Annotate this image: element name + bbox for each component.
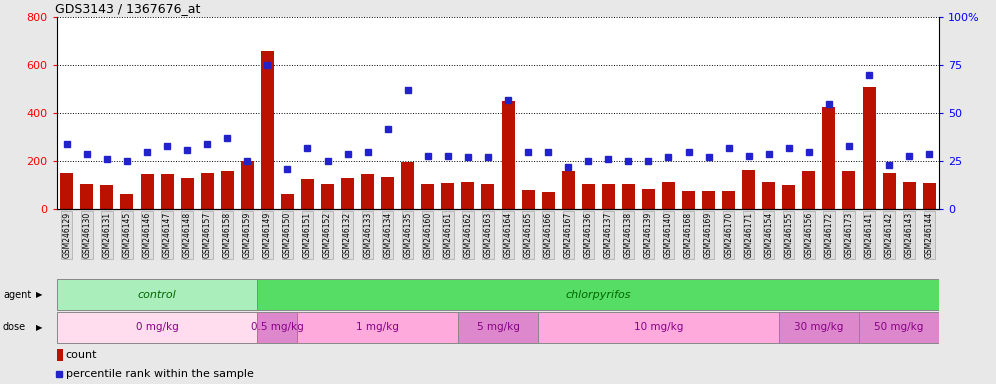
Bar: [522, 190, 535, 209]
Bar: [682, 191, 695, 209]
Bar: [61, 173, 74, 209]
Bar: [902, 182, 915, 209]
Bar: [863, 87, 875, 209]
Bar: [542, 192, 555, 209]
Bar: [441, 183, 454, 209]
Bar: [57, 349, 63, 361]
Bar: [782, 185, 796, 209]
Bar: [81, 184, 94, 209]
Text: 0 mg/kg: 0 mg/kg: [135, 322, 178, 333]
Text: chlorpyrifos: chlorpyrifos: [566, 290, 631, 300]
Bar: [823, 107, 836, 209]
Bar: [121, 194, 133, 209]
Bar: [803, 171, 816, 209]
Bar: [57, 279, 257, 310]
Text: percentile rank within the sample: percentile rank within the sample: [66, 369, 253, 379]
Text: 10 mg/kg: 10 mg/kg: [633, 322, 683, 333]
Bar: [458, 312, 538, 343]
Bar: [762, 182, 775, 209]
Text: 1 mg/kg: 1 mg/kg: [357, 322, 399, 333]
Bar: [602, 184, 615, 209]
Bar: [481, 184, 494, 209]
Bar: [257, 279, 939, 310]
Bar: [321, 184, 334, 209]
Bar: [421, 184, 434, 209]
Bar: [140, 174, 153, 209]
Bar: [257, 312, 298, 343]
Text: count: count: [66, 350, 97, 360]
Bar: [882, 173, 895, 209]
Text: 0.5 mg/kg: 0.5 mg/kg: [251, 322, 304, 333]
Bar: [662, 182, 675, 209]
Bar: [301, 179, 314, 209]
Bar: [502, 101, 515, 209]
Text: ▶: ▶: [36, 290, 43, 299]
Bar: [101, 185, 114, 209]
Text: GDS3143 / 1367676_at: GDS3143 / 1367676_at: [55, 2, 200, 15]
Bar: [582, 184, 595, 209]
Bar: [180, 178, 193, 209]
Bar: [538, 312, 779, 343]
Bar: [859, 312, 939, 343]
Text: 50 mg/kg: 50 mg/kg: [874, 322, 924, 333]
Bar: [281, 194, 294, 209]
Text: control: control: [137, 290, 176, 300]
Bar: [200, 173, 214, 209]
Bar: [641, 189, 655, 209]
Bar: [241, 161, 254, 209]
Bar: [221, 171, 234, 209]
Bar: [362, 174, 374, 209]
Bar: [57, 312, 257, 343]
Text: dose: dose: [3, 322, 26, 333]
Bar: [381, 177, 394, 209]
Bar: [702, 191, 715, 209]
Text: agent: agent: [3, 290, 31, 300]
Bar: [401, 162, 414, 209]
Bar: [922, 183, 935, 209]
Bar: [622, 184, 634, 209]
Bar: [722, 191, 735, 209]
Text: 30 mg/kg: 30 mg/kg: [794, 322, 844, 333]
Bar: [843, 171, 856, 209]
Text: 5 mg/kg: 5 mg/kg: [476, 322, 520, 333]
Bar: [779, 312, 859, 343]
Bar: [341, 178, 355, 209]
Bar: [742, 170, 755, 209]
Bar: [562, 171, 575, 209]
Bar: [160, 174, 173, 209]
Text: ▶: ▶: [36, 323, 43, 332]
Bar: [298, 312, 458, 343]
Bar: [461, 182, 474, 209]
Bar: [261, 51, 274, 209]
